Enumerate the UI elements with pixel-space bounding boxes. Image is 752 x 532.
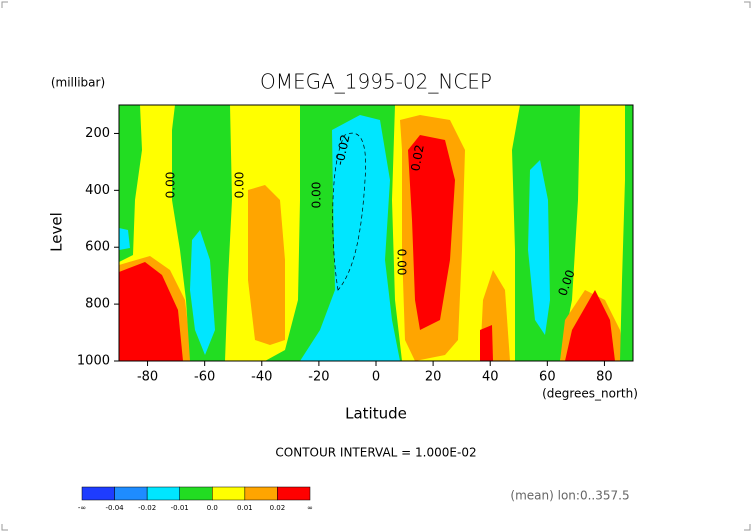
- x-tick-label: 0: [372, 370, 380, 385]
- region: [119, 228, 130, 250]
- colorbar-label: -0.01: [171, 504, 189, 512]
- region: [408, 135, 455, 330]
- y-tick-label: 1000: [77, 354, 110, 369]
- x-tick-label: -80: [137, 370, 158, 385]
- contour-label: -0.02: [332, 133, 352, 166]
- x-tick-label: 40: [482, 370, 499, 385]
- colorbar-box: [146, 486, 180, 501]
- contour-line: [332, 132, 366, 291]
- colorbar-label: ∞: [307, 504, 313, 512]
- footnote: (mean) lon:0..357.5: [510, 489, 629, 503]
- colorbar-box: [277, 486, 311, 501]
- colorbar-label: -∞: [78, 504, 86, 512]
- region: [172, 105, 232, 361]
- region: [565, 290, 615, 361]
- y-tick-label: 400: [85, 183, 110, 198]
- colorbar-label: 0.02: [270, 504, 286, 512]
- x-label: Latitude: [345, 405, 407, 423]
- x-tick-label: -60: [194, 370, 215, 385]
- region: [528, 160, 550, 335]
- region: [480, 325, 493, 361]
- y-unit: (millibar): [51, 76, 105, 90]
- contour-label: 0.00: [164, 172, 178, 199]
- contour-label: 0.02: [408, 144, 426, 173]
- x-unit: (degrees_north): [542, 387, 638, 401]
- x-tick-label: -40: [251, 370, 272, 385]
- region: [190, 230, 215, 355]
- colorbar-label: 0.01: [237, 504, 253, 512]
- colorbar-label: -0.04: [106, 504, 125, 512]
- subtitle: CONTOUR INTERVAL = 1.000E-02: [275, 446, 476, 460]
- y-tick-label: 800: [85, 297, 110, 312]
- x-tick-label: 80: [596, 370, 613, 385]
- region: [620, 105, 633, 361]
- chart-title: OMEGA_1995-02_NCEP: [260, 70, 492, 94]
- contour-label: 0.00: [310, 182, 324, 209]
- colorbar-box: [179, 486, 213, 501]
- x-tick-label: 60: [539, 370, 556, 385]
- contour-label: 0.00: [233, 172, 247, 199]
- region: [248, 185, 285, 345]
- colorbar-box: [114, 486, 148, 501]
- contour-label: 0.00: [395, 249, 409, 276]
- colorbar-box: [212, 486, 246, 501]
- colorbar-box: [81, 486, 115, 501]
- region: [119, 105, 142, 262]
- colorbar-box: [244, 486, 278, 501]
- x-tick-label: 20: [425, 370, 442, 385]
- y-tick-label: 200: [85, 126, 110, 141]
- y-tick-label: 600: [85, 240, 110, 255]
- contour-field: [119, 105, 633, 361]
- y-label: Level: [48, 212, 66, 252]
- region: [119, 262, 183, 361]
- colorbar-label: 0.0: [207, 504, 218, 512]
- colorbar-label: -0.02: [138, 504, 156, 512]
- x-tick-label: -20: [308, 370, 329, 385]
- region: [300, 115, 400, 361]
